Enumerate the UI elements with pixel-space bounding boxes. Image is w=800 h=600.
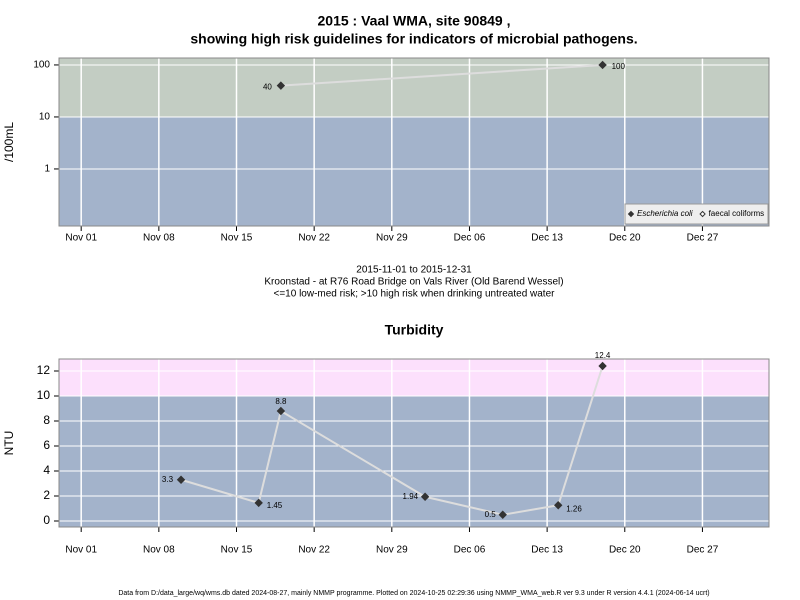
data-point: [498, 510, 507, 519]
data-point: [554, 501, 563, 510]
high-risk-band: [59, 58, 769, 117]
x-tick-label: Nov 29: [376, 233, 408, 244]
x-tick-label: Nov 22: [298, 545, 330, 556]
x-tick-label: Dec 27: [687, 545, 719, 556]
chart-title: showing high risk guidelines for indicat…: [190, 31, 637, 47]
y-tick-label: 6: [43, 438, 50, 452]
y-tick-label: 10: [37, 388, 51, 402]
x-tick-label: Nov 08: [143, 545, 175, 556]
data-point: [276, 81, 286, 90]
data-point: [254, 498, 263, 508]
plot-frame: [58, 57, 770, 227]
series-line: [280, 63, 603, 87]
data-point: [276, 406, 286, 416]
x-tick-label: Dec 20: [609, 545, 641, 556]
data-label: 0.5: [485, 510, 497, 519]
data-point: [176, 475, 186, 484]
data-point: [420, 492, 430, 501]
chart-title: 2015 : Vaal WMA, site 90849 ,: [318, 13, 511, 29]
legend-label: faecal coliforms: [709, 209, 765, 218]
footer: Data from D:/data_large/wq/wms.db dated …: [118, 590, 709, 597]
y-axis-label: /100mL: [2, 122, 16, 162]
x-tick-label: Dec 20: [609, 233, 641, 244]
x-tick-label: Nov 15: [221, 233, 253, 244]
x-tick-label: Nov 01: [65, 545, 97, 556]
data-point: [598, 60, 607, 70]
x-tick-label: Dec 13: [531, 233, 563, 244]
data-label: 12.4: [595, 351, 611, 360]
chart-title: Turbidity: [385, 322, 444, 338]
y-tick-label: 0: [43, 513, 50, 527]
data-label: 1.45: [267, 501, 283, 510]
data-label: 8.8: [275, 397, 287, 406]
legend-marker: [699, 210, 706, 218]
legend: [624, 203, 769, 225]
x-tick-label: Nov 22: [298, 233, 330, 244]
data-label: 40: [263, 83, 272, 92]
data-label: 3.3: [162, 475, 174, 484]
x-tick-label: Nov 08: [143, 233, 175, 244]
x-tick-label: Dec 13: [531, 545, 563, 556]
low-risk-band: [59, 396, 769, 527]
x-tick-label: Nov 29: [376, 545, 408, 556]
caption: 2015-11-01 to 2015-12-31: [356, 265, 472, 276]
legend-marker: [627, 210, 635, 218]
y-tick-label: 100: [33, 60, 50, 71]
y-tick-label: 2: [43, 488, 50, 502]
plot-frame: [58, 358, 770, 528]
data-label: 1.26: [566, 504, 582, 513]
y-tick-label: 12: [37, 363, 51, 377]
y-tick-label: 4: [43, 463, 50, 477]
y-axis-label: NTU: [2, 431, 16, 456]
caption: Kroonstad - at R76 Road Bridge on Vals R…: [264, 277, 563, 288]
x-tick-label: Nov 01: [65, 233, 97, 244]
x-tick-label: Dec 27: [687, 233, 719, 244]
legend-label: Escherichia coli: [637, 209, 693, 218]
y-tick-label: 1: [44, 164, 50, 175]
high-risk-band: [59, 359, 769, 396]
data-point: [598, 361, 607, 371]
x-tick-label: Nov 15: [221, 545, 253, 556]
y-tick-label: 10: [39, 112, 51, 123]
x-tick-label: Dec 06: [454, 545, 486, 556]
x-tick-label: Dec 06: [454, 233, 486, 244]
caption: <=10 low-med risk; >10 high risk when dr…: [274, 289, 556, 300]
data-label: 100: [612, 62, 626, 71]
data-label: 1.94: [403, 492, 419, 501]
y-tick-label: 8: [43, 413, 50, 427]
